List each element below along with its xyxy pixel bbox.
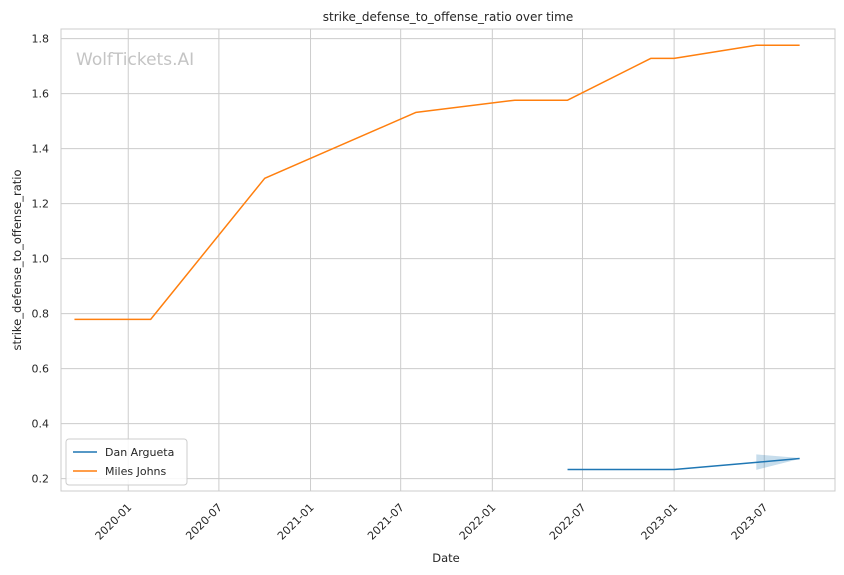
watermark: WolfTickets.AI [76,50,194,70]
y-tick-label: 1.2 [32,198,50,211]
x-axis-label: Date [432,551,460,565]
legend-label: Miles Johns [105,465,167,478]
y-tick-label: 0.2 [32,473,50,486]
y-tick-label: 1.0 [32,253,50,266]
confidence-band [756,454,800,470]
legend-label: Dan Argueta [105,446,174,459]
series-lines [74,44,800,471]
legend-box [65,438,188,486]
y-tick-labels: 0.2 0.4 0.6 0.8 1.0 1.2 1.4 1.6 1.8 [32,33,50,486]
y-tick-label: 0.6 [32,363,50,376]
y-gridlines [61,38,835,480]
plot-frame [60,28,836,492]
chart-title: strike_defense_to_offense_ratio over tim… [323,10,573,24]
y-tick-label: 1.8 [32,33,50,46]
y-tick-label: 0.4 [32,418,50,431]
y-tick-label: 1.4 [32,143,50,156]
legend: Dan Argueta Miles Johns [65,438,188,486]
series-line [567,457,800,471]
y-axis-label: strike_defense_to_offense_ratio [10,169,24,350]
x-gridlines [127,29,765,491]
series-line [74,44,800,321]
y-tick-label: 0.8 [32,308,50,321]
confidence-bands [756,454,800,470]
y-tick-label: 1.6 [32,88,50,101]
